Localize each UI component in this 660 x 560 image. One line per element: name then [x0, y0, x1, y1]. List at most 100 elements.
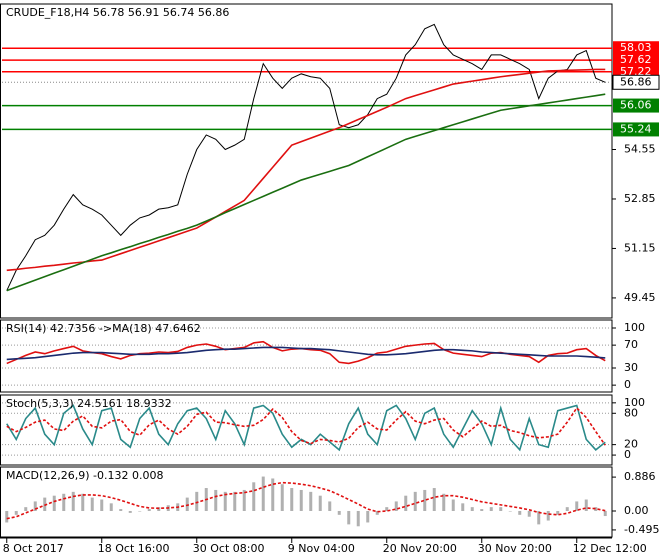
histogram-bar [413, 491, 417, 511]
histogram-bar [280, 484, 284, 511]
level-tag [613, 98, 659, 113]
x-tick-label: 8 Oct 2017 [3, 542, 64, 555]
histogram-bar [109, 503, 113, 511]
histogram-bar [366, 510, 370, 523]
histogram-bar [90, 497, 94, 511]
y-tick-label: 30 [624, 361, 638, 374]
histogram-bar [290, 488, 294, 511]
panel-frame [0, 394, 613, 466]
y-tick-label: 0 [624, 448, 631, 461]
y-tick-label: 20 [624, 438, 638, 451]
level-tag [613, 53, 659, 68]
histogram-bar [195, 491, 199, 511]
histogram-bar [214, 489, 218, 511]
series-line [6, 93, 606, 292]
histogram-bar [508, 510, 512, 512]
histogram-bar [233, 491, 237, 511]
histogram-bar [423, 489, 427, 511]
y-tick-label: 0 [624, 378, 631, 391]
histogram-bar [119, 509, 123, 511]
histogram-bar [584, 499, 588, 511]
histogram-bar [451, 499, 455, 511]
histogram-bar [318, 495, 322, 511]
series-line [6, 481, 606, 520]
level-label: 55.24 [620, 122, 652, 135]
histogram-bar [546, 510, 550, 521]
histogram-bar [24, 507, 28, 511]
histogram-bar [147, 509, 151, 511]
y-tick-label: 54.55 [624, 143, 656, 156]
histogram-bar [480, 509, 484, 511]
histogram-bar [337, 510, 341, 515]
panel-title: CRUDE_F18,H4 56.78 56.91 56.74 56.86 [6, 6, 229, 19]
histogram-bar [603, 510, 607, 517]
histogram-bar [261, 476, 265, 511]
histogram-bar [52, 495, 56, 511]
series-line [6, 346, 606, 361]
histogram-bar [242, 489, 246, 511]
histogram-bar [185, 497, 189, 511]
y-tick-label: 100 [624, 321, 645, 334]
histogram-bar [100, 499, 104, 511]
histogram-bar [394, 501, 398, 511]
y-tick-label: 80 [624, 406, 638, 419]
histogram-bar [404, 495, 408, 511]
histogram-bar [556, 510, 560, 515]
y-tick-label: -0.495 [624, 523, 659, 536]
histogram-bar [309, 491, 313, 511]
histogram-bar [518, 510, 522, 515]
histogram-bar [43, 497, 47, 511]
histogram-bar [461, 503, 465, 511]
level-label: 57.22 [620, 65, 652, 78]
histogram-bar [375, 510, 379, 515]
x-tick-label: 9 Nov 04:00 [288, 542, 355, 555]
level-label: 57.62 [620, 53, 652, 66]
last-price-label: 56.86 [620, 75, 652, 88]
x-tick-label: 18 Oct 16:00 [98, 542, 170, 555]
series-line [6, 406, 606, 446]
level-tag [613, 122, 659, 137]
histogram-bar [565, 507, 569, 511]
series-line [6, 23, 606, 291]
y-tick-label: 0.00 [624, 504, 649, 517]
histogram-bar [5, 510, 9, 523]
histogram-bar [62, 493, 66, 511]
level-label: 56.06 [620, 99, 652, 112]
histogram-bar [385, 507, 389, 511]
histogram-bar [356, 510, 360, 527]
panel-frame [0, 319, 613, 393]
histogram-bar [81, 493, 85, 511]
histogram-bar [252, 482, 256, 511]
x-tick-label: 30 Oct 08:00 [193, 542, 265, 555]
histogram-bar [537, 510, 541, 525]
panel-title: MACD(12,26,9) -0.132 0.008 [6, 469, 164, 482]
histogram-bar [271, 478, 275, 511]
y-tick-label: 100 [624, 396, 645, 409]
histogram-bar [223, 491, 227, 511]
panel-frame [0, 3, 613, 319]
panel-frame [0, 466, 613, 538]
panel-title: RSI(14) 42.7356 ->MA(18) 47.6462 [6, 322, 201, 335]
x-tick-label: 20 Nov 20:00 [383, 542, 457, 555]
panel-title: Stoch(5,3,3) 24.5161 18.9332 [6, 397, 172, 410]
y-tick-label: 0.886 [624, 470, 656, 483]
y-tick-label: 49.45 [624, 291, 656, 304]
histogram-bar [328, 501, 332, 511]
histogram-bar [138, 510, 142, 512]
histogram-bar [33, 501, 37, 511]
histogram-bar [347, 510, 351, 525]
level-tag [613, 41, 659, 56]
series-line [6, 68, 606, 272]
histogram-bar [71, 491, 75, 511]
y-tick-label: 70 [624, 338, 638, 351]
histogram-bar [527, 510, 531, 517]
y-tick-label: 51.15 [624, 241, 656, 254]
histogram-bar [128, 510, 132, 513]
histogram-bar [489, 507, 493, 511]
histogram-bar [575, 501, 579, 511]
histogram-bar [594, 507, 598, 511]
x-tick-label: 12 Dec 12:00 [573, 542, 647, 555]
y-tick-label: 52.85 [624, 192, 656, 205]
histogram-bar [432, 488, 436, 511]
histogram-bar [14, 510, 18, 515]
